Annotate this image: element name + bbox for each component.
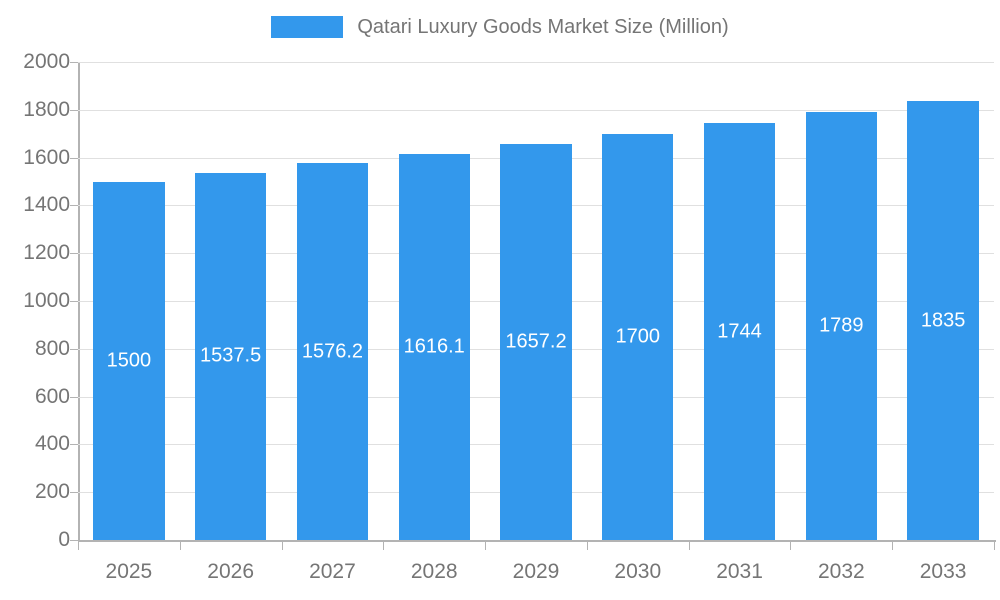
- bar-2027[interactable]: 1576.2: [296, 163, 369, 540]
- y-tick-label: 600: [34, 384, 70, 408]
- gridline-y-2000: [78, 62, 994, 63]
- x-tick-mark: [892, 542, 894, 550]
- x-tick-mark: [179, 542, 181, 550]
- y-tick-label: 0: [58, 528, 70, 551]
- bar-value-label: 1657.2: [505, 330, 567, 353]
- y-tick-label: 1000: [23, 289, 70, 312]
- bar-value-label: 1576.2: [301, 340, 364, 363]
- x-tick-mark: [281, 542, 283, 550]
- gridline-y-1800: [78, 109, 994, 111]
- x-tick-mark: [78, 542, 79, 550]
- y-tick-mark: [70, 205, 78, 207]
- x-tick-mark: [994, 542, 995, 550]
- y-tick-mark: [70, 444, 78, 446]
- x-tick-label-2033: 2033: [919, 560, 967, 583]
- y-tick-label: 1600: [23, 145, 70, 169]
- bar-2028[interactable]: 1616.1: [398, 153, 470, 540]
- x-tick-mark: [586, 542, 588, 550]
- bar-value-label: 1835: [920, 309, 966, 332]
- y-tick-mark: [70, 348, 78, 350]
- x-tick-mark: [790, 542, 792, 550]
- y-tick-mark: [70, 157, 78, 159]
- x-axis-line: [78, 540, 996, 542]
- y-tick-mark: [70, 253, 78, 255]
- legend-series-label: Qatari Luxury Goods Market Size (Million…: [357, 15, 729, 38]
- y-tick-label: 400: [34, 432, 70, 456]
- x-tick-label-2030: 2030: [614, 560, 662, 583]
- bar-2032[interactable]: 1789: [805, 112, 877, 540]
- x-tick-mark: [688, 542, 690, 550]
- y-tick-mark: [70, 62, 78, 63]
- y-tick-label: 1400: [23, 193, 70, 217]
- bar-2029[interactable]: 1657.2: [500, 143, 572, 540]
- y-tick-mark: [70, 540, 78, 541]
- legend-color-swatch: [271, 16, 344, 38]
- y-tick-label: 1200: [23, 241, 70, 265]
- bar-value-label: 1789: [819, 314, 864, 337]
- bar-2026[interactable]: 1537.5: [195, 172, 267, 540]
- x-tick-label-2029: 2029: [512, 560, 560, 583]
- bar-value-label: 1616.1: [403, 335, 465, 358]
- y-tick-mark: [70, 301, 78, 302]
- x-tick-label-2028: 2028: [410, 560, 458, 583]
- y-tick-mark: [70, 396, 78, 398]
- bar-2030[interactable]: 1700: [602, 133, 674, 540]
- bar-value-label: 1744: [717, 320, 762, 343]
- y-axis-line: [78, 62, 80, 542]
- plot-area: 1500 1537.5 1576.2 1616.1 1657.2 1700 1744 1789…: [78, 62, 994, 540]
- y-tick-label: 800: [34, 336, 70, 360]
- bar-value-label: 1500: [106, 349, 152, 372]
- bar-value-label: 1537.5: [200, 344, 262, 367]
- x-tick-label-2027: 2027: [309, 560, 356, 583]
- y-tick-label: 1800: [23, 97, 70, 121]
- y-tick-mark: [70, 109, 78, 111]
- y-tick-label: 2000: [23, 50, 70, 73]
- y-tick-label: 200: [34, 480, 70, 504]
- bar-2025[interactable]: 1500: [93, 181, 165, 540]
- x-tick-label-2031: 2031: [716, 560, 763, 583]
- x-tick-mark: [383, 542, 385, 550]
- y-tick-mark: [70, 492, 78, 494]
- bar-2031[interactable]: 1744: [703, 123, 776, 540]
- x-tick-label-2025: 2025: [105, 560, 153, 583]
- bar-value-label: 1700: [615, 325, 661, 348]
- x-tick-label-2026: 2026: [207, 560, 255, 583]
- chart-legend: Qatari Luxury Goods Market Size (Million…: [0, 12, 1000, 42]
- bar-2033[interactable]: 1835: [907, 101, 979, 540]
- x-tick-label-2032: 2032: [817, 560, 865, 583]
- x-tick-mark: [485, 542, 487, 550]
